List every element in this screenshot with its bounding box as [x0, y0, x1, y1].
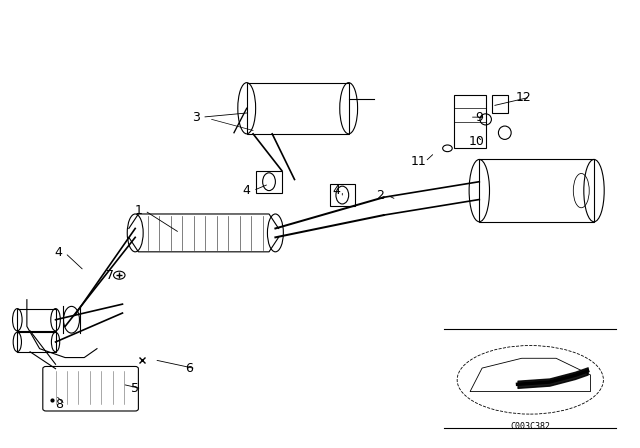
Text: 7: 7: [106, 269, 114, 282]
Bar: [330, 184, 355, 206]
Bar: [17, 309, 56, 331]
Text: 8: 8: [55, 398, 63, 411]
Text: 10: 10: [468, 135, 484, 148]
Bar: [454, 95, 486, 148]
Text: 3: 3: [192, 111, 200, 124]
Text: 4: 4: [55, 246, 63, 259]
Text: 12: 12: [516, 90, 532, 103]
Bar: [17, 332, 56, 352]
Text: 4: 4: [243, 184, 251, 197]
Text: C003C382: C003C382: [510, 422, 550, 431]
Text: 2: 2: [376, 189, 385, 202]
Bar: [479, 159, 594, 222]
Text: 4: 4: [332, 184, 340, 197]
Text: 5: 5: [131, 382, 140, 395]
Text: 11: 11: [411, 155, 427, 168]
Bar: [492, 95, 508, 113]
Text: 1: 1: [134, 204, 142, 217]
Bar: [256, 171, 282, 193]
Bar: [246, 82, 349, 134]
Text: 6: 6: [186, 362, 193, 375]
Text: 9: 9: [476, 111, 483, 124]
